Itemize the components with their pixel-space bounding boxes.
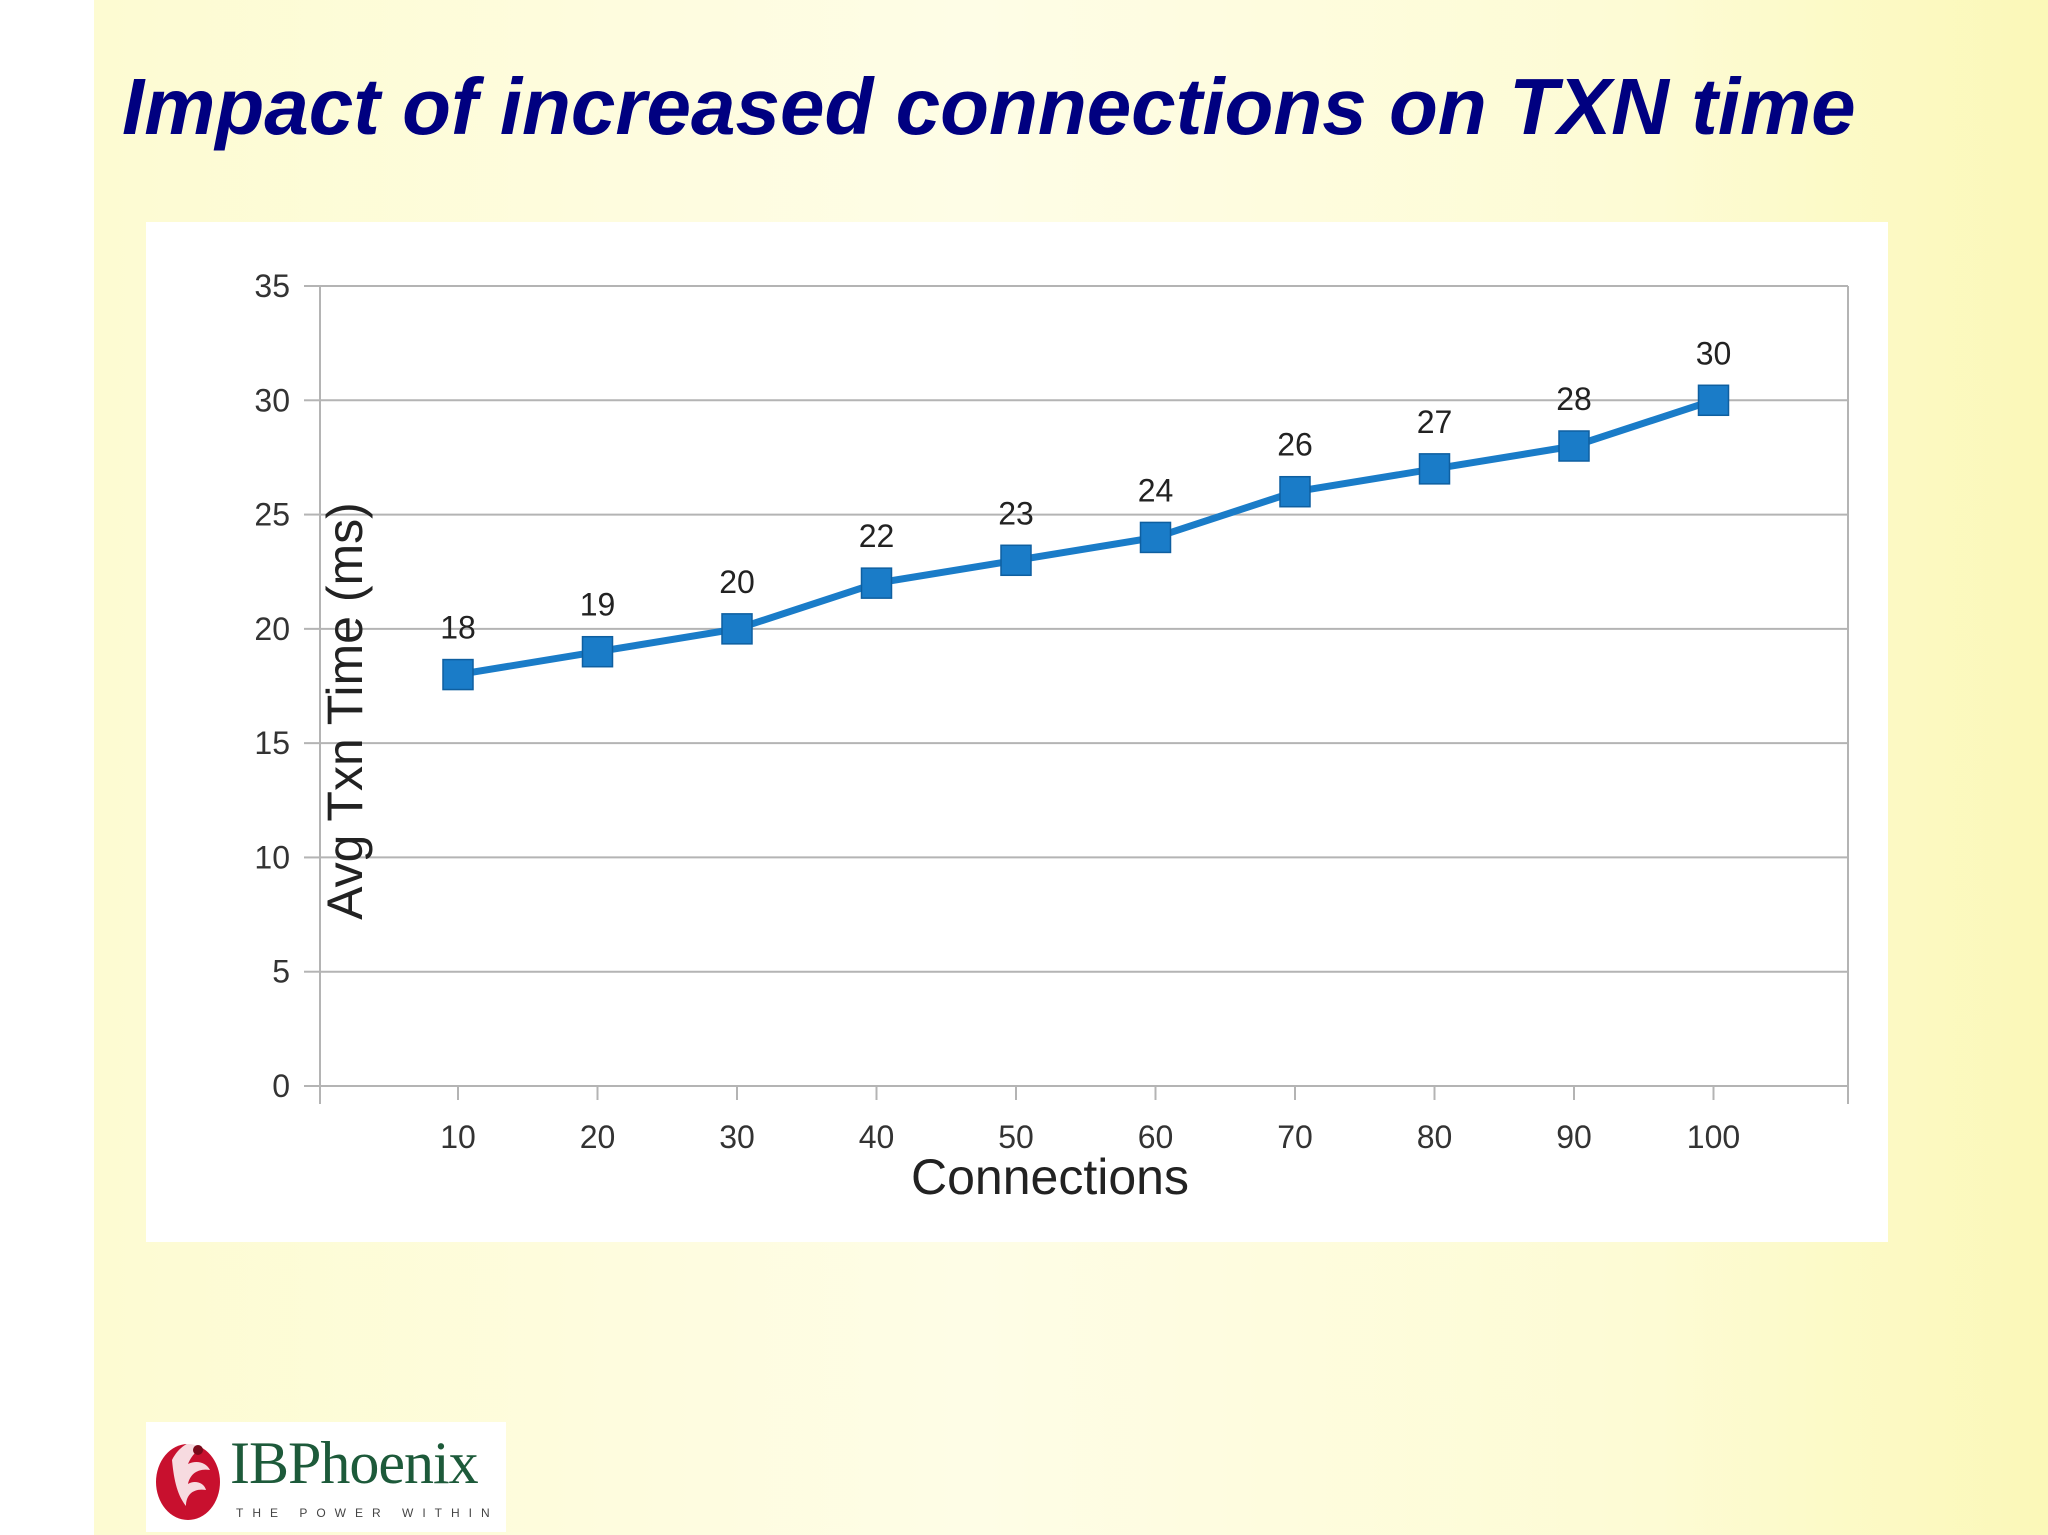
x-tick-label: 40	[859, 1119, 895, 1155]
data-label: 23	[998, 495, 1034, 531]
data-label: 19	[580, 587, 616, 623]
x-tick-label: 70	[1277, 1119, 1313, 1155]
chart-panel: 0 5 10 15 20 25 30 35 10 20 30 40 50 60 70 80 90 100 18 1…	[146, 222, 1888, 1242]
x-tick-label: 60	[1138, 1119, 1174, 1155]
series-line	[457, 396, 1715, 679]
x-tick-label: 100	[1687, 1119, 1740, 1155]
x-tick-label: 20	[580, 1119, 616, 1155]
y-tick-label: 25	[254, 497, 290, 533]
data-label: 30	[1696, 335, 1732, 371]
chart-series	[442, 384, 1730, 691]
x-axis-title: Connections	[911, 1149, 1189, 1205]
data-point-marker	[1139, 521, 1172, 554]
logo-wordmark: IBPhoenix	[230, 1430, 479, 1496]
data-point-marker	[1279, 475, 1311, 508]
data-label: 24	[1138, 472, 1174, 508]
y-tick-label: 35	[254, 268, 290, 304]
y-tick-label: 5	[272, 954, 290, 990]
data-point-marker	[1697, 384, 1730, 417]
slide-title: Impact of increased connections on TXN t…	[122, 62, 1856, 151]
y-tick-label: 30	[254, 382, 290, 418]
data-point-marker	[581, 635, 614, 668]
data-label: 22	[859, 518, 895, 554]
data-label: 27	[1417, 404, 1453, 440]
data-label: 18	[440, 610, 476, 646]
y-tick-labels: 0 5 10 15 20 25 30 35	[254, 268, 290, 1104]
data-point-marker	[442, 658, 474, 691]
data-point-marker	[1000, 544, 1032, 577]
data-labels: 18 19 20 22 23 24 26 27 28 30	[440, 335, 1731, 645]
data-label: 26	[1277, 427, 1313, 463]
chart-gridlines	[320, 285, 1848, 973]
x-tick-label: 90	[1556, 1119, 1592, 1155]
y-tick-label: 20	[254, 611, 290, 647]
data-point-marker	[1418, 453, 1451, 485]
x-tick-label: 30	[719, 1119, 755, 1155]
data-point-marker	[860, 567, 893, 599]
x-tick-label: 10	[440, 1119, 476, 1155]
y-tick-label: 15	[254, 725, 290, 761]
chart-axes	[304, 285, 1849, 1104]
data-point-marker	[1558, 430, 1590, 462]
phoenix-emblem-icon	[156, 1440, 220, 1520]
data-label: 20	[719, 564, 755, 600]
y-tick-label: 10	[254, 839, 290, 875]
y-axis-title: Avg Txn Time (ms)	[317, 502, 373, 920]
x-tick-labels: 10 20 30 40 50 60 70 80 90 100	[440, 1119, 1740, 1155]
x-tick-label: 50	[998, 1119, 1034, 1155]
x-tick-label: 80	[1417, 1119, 1453, 1155]
data-label: 28	[1556, 381, 1592, 417]
logo-tagline: THE POWER WITHIN	[236, 1506, 499, 1520]
data-point-marker	[721, 613, 753, 645]
ibphoenix-logo: IBPhoenix THE POWER WITHIN	[146, 1422, 506, 1532]
y-tick-label: 0	[272, 1068, 290, 1104]
